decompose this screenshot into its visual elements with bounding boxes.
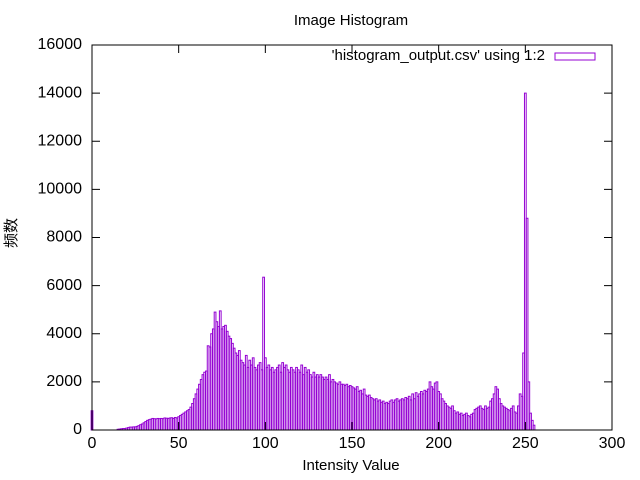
y-tick-label: 10000: [38, 181, 83, 198]
y-tick-label: 16000: [38, 36, 83, 53]
y-tick-label: 0: [73, 421, 82, 438]
legend-swatch: [554, 52, 596, 61]
x-tick-label: 300: [599, 435, 626, 452]
x-tick-label: 200: [425, 435, 452, 452]
y-tick-label: 14000: [38, 84, 83, 101]
x-tick-label: 250: [512, 435, 539, 452]
x-axis-label: Intensity Value: [302, 457, 399, 474]
y-tick-label: 2000: [46, 373, 82, 390]
x-tick-label: 0: [88, 435, 97, 452]
x-tick-label: 150: [339, 435, 366, 452]
x-tick-label: 50: [170, 435, 188, 452]
y-tick-label: 12000: [38, 132, 83, 149]
y-tick-label: 8000: [46, 229, 82, 246]
legend-label: 'histogram_output.csv' using 1:2: [332, 47, 545, 64]
chart-title: Image Histogram: [294, 12, 408, 29]
y-axis-label: 频数: [3, 218, 20, 248]
y-tick-label: 6000: [46, 277, 82, 294]
y-tick-label: 4000: [46, 325, 82, 342]
x-tick-label: 100: [252, 435, 279, 452]
